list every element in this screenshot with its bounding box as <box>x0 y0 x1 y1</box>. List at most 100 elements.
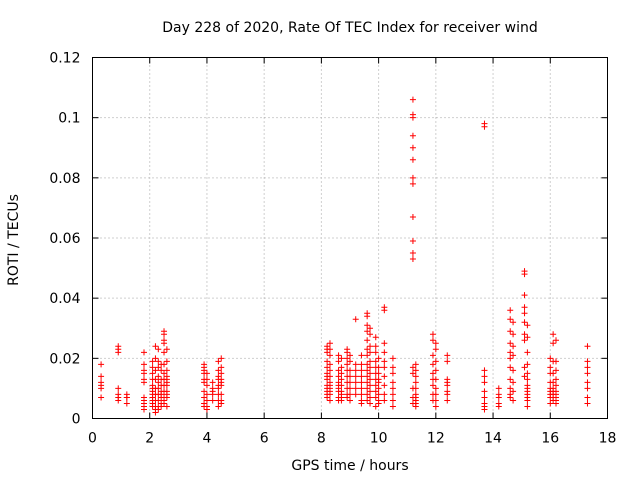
data-point <box>358 373 365 380</box>
data-point <box>507 364 514 371</box>
data-point <box>367 325 374 332</box>
data-point <box>161 331 168 338</box>
data-point <box>358 391 365 398</box>
data-point <box>347 391 353 398</box>
data-point <box>432 340 439 347</box>
data-point <box>432 385 439 392</box>
data-point <box>163 394 170 401</box>
data-point <box>524 370 531 377</box>
data-point <box>481 388 488 395</box>
data-point <box>584 385 591 392</box>
data-point <box>364 379 371 386</box>
data-point <box>381 373 388 380</box>
data-point <box>481 379 488 386</box>
data-point <box>507 394 514 401</box>
data-point <box>203 370 210 377</box>
data-point <box>389 379 396 386</box>
data-point <box>352 316 359 323</box>
data-point <box>358 361 365 368</box>
data-point <box>141 370 147 377</box>
data-point <box>326 397 333 404</box>
data-point <box>524 322 531 329</box>
data-point <box>547 400 554 407</box>
data-point <box>550 331 557 338</box>
data-point <box>372 403 379 410</box>
data-point <box>381 391 388 398</box>
data-point <box>584 370 591 377</box>
data-point <box>326 361 333 368</box>
data-point <box>412 379 419 386</box>
data-point <box>381 382 388 389</box>
data-point <box>429 382 436 389</box>
data-point <box>375 370 382 377</box>
data-point <box>98 394 105 401</box>
data-point <box>550 370 557 377</box>
data-point <box>155 358 162 365</box>
data-point <box>218 355 225 362</box>
data-point <box>510 319 517 326</box>
data-point <box>381 397 388 404</box>
x-tick-label: 4 <box>202 431 211 447</box>
data-point <box>389 355 396 362</box>
data-point <box>409 132 416 139</box>
grid <box>92 57 608 419</box>
data-point <box>209 397 216 404</box>
data-point <box>338 397 345 404</box>
data-point <box>123 394 130 401</box>
data-point <box>201 388 208 395</box>
y-tick-label: 0.1 <box>58 111 80 127</box>
data-point <box>507 376 514 383</box>
data-point <box>326 373 333 380</box>
data-point <box>409 114 416 121</box>
x-tick-label: 2 <box>145 431 154 447</box>
data-point <box>352 385 359 392</box>
data-point <box>429 361 436 368</box>
data-point <box>338 364 345 371</box>
data-point <box>352 367 359 374</box>
data-point <box>553 376 559 383</box>
data-point <box>163 382 170 389</box>
data-point <box>358 400 365 407</box>
data-point <box>201 394 208 401</box>
data-point <box>375 379 382 386</box>
data-point <box>218 400 225 407</box>
data-point <box>358 367 365 374</box>
data-point <box>432 397 439 404</box>
data-point <box>444 397 451 404</box>
data-point <box>123 400 130 407</box>
data-point <box>444 391 451 398</box>
data-point <box>155 406 162 413</box>
data-point <box>584 358 591 365</box>
data-point <box>367 331 374 338</box>
x-tick-label: 6 <box>260 431 269 447</box>
data-point <box>521 331 528 338</box>
data-point <box>507 316 514 323</box>
data-point <box>510 331 517 338</box>
data-point <box>481 394 488 401</box>
data-point <box>521 310 528 317</box>
data-point <box>389 391 396 398</box>
data-point <box>481 406 488 413</box>
data-point <box>344 394 351 401</box>
data-point <box>155 385 162 392</box>
axis-tick-labels: 0 2 4 6 8 10 12 14 16 18 0 0.02 0.04 0.06 0.08 0.1 0.12 <box>49 51 616 447</box>
data-point <box>375 355 382 362</box>
data-point <box>372 382 379 389</box>
data-point <box>429 331 436 338</box>
chart-title: Day 228 of 2020, Rate Of TEC Index for r… <box>162 20 537 36</box>
data-point <box>412 403 419 410</box>
data-point <box>364 397 371 404</box>
data-point <box>218 382 225 389</box>
data-point <box>367 349 374 356</box>
data-point <box>158 367 165 374</box>
data-point <box>115 385 122 392</box>
data-point <box>347 385 353 392</box>
data-point <box>495 385 502 392</box>
data-point <box>152 355 159 362</box>
data-point <box>344 361 351 368</box>
data-point <box>364 367 371 374</box>
data-point <box>584 364 591 371</box>
data-point <box>326 352 333 359</box>
data-point <box>158 403 165 410</box>
data-point <box>524 397 531 404</box>
